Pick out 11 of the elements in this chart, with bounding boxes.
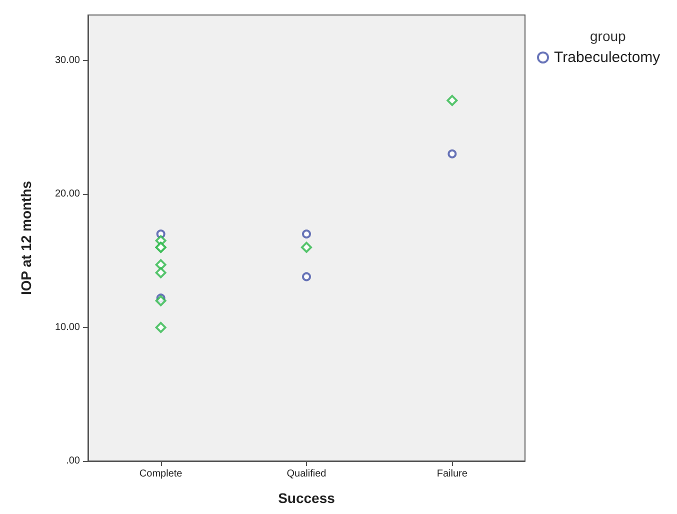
y-axis-title: IOP at 12 months [18, 180, 34, 296]
x-tick-label: Failure [436, 468, 468, 480]
x-tick-label: Complete [139, 468, 183, 480]
x-axis-title: Success [278, 490, 336, 506]
y-tick-label: .00 [66, 456, 80, 466]
x-tick-label: Qualified [286, 468, 326, 480]
legend-label: Trabeculectomy [554, 49, 661, 66]
y-tick-label: 10.00 [54, 322, 80, 333]
y-tick-label: 20.00 [54, 188, 80, 200]
legend-title: group [590, 28, 626, 44]
y-tick-label: 30.00 [54, 54, 80, 66]
